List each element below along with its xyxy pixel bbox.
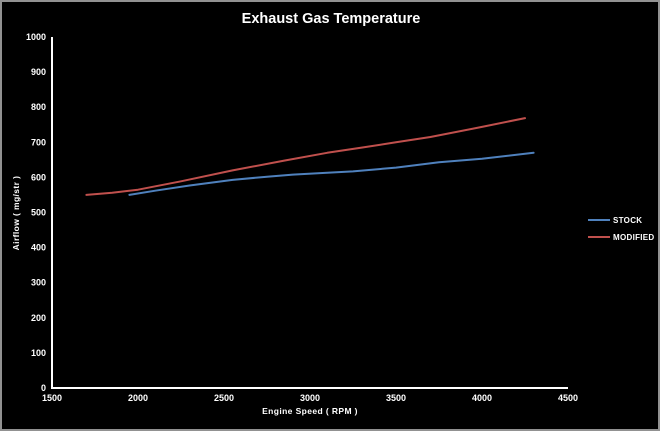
y-tick-label: 800	[31, 102, 46, 112]
series-line-modified	[85, 117, 526, 196]
legend: STOCK MODIFIED	[588, 216, 655, 242]
x-tick-label: 2000	[128, 393, 148, 403]
chart-title: Exhaust Gas Temperature	[242, 11, 421, 27]
x-tick-label: 2500	[214, 393, 234, 403]
legend-label-stock: STOCK	[613, 216, 642, 225]
x-tick-label: 4500	[558, 393, 578, 403]
series-line-stock	[128, 151, 535, 196]
y-tick-label: 900	[31, 67, 46, 77]
x-tick-label: 3500	[386, 393, 406, 403]
y-tick-label: 200	[31, 313, 46, 323]
legend-entry-modified: MODIFIED	[588, 233, 655, 242]
y-tick-label: 100	[31, 348, 46, 358]
x-axis-title: Engine Speed ( RPM )	[262, 406, 358, 416]
y-tick-label: 600	[31, 172, 46, 182]
y-axis-tick-labels: 0 100 200 300 400 500 600 700 800 900 1000	[26, 32, 46, 393]
y-tick-label: 1000	[26, 32, 46, 42]
legend-entry-stock: STOCK	[588, 216, 642, 225]
y-axis-title: Airflow ( mg/str )	[11, 176, 21, 251]
y-tick-label: 0	[41, 383, 46, 393]
y-tick-label: 300	[31, 278, 46, 288]
x-tick-label: 1500	[42, 393, 62, 403]
legend-label-modified: MODIFIED	[613, 233, 655, 242]
axes	[51, 37, 568, 389]
x-tick-label: 3000	[300, 393, 320, 403]
x-tick-label: 4000	[472, 393, 492, 403]
series-lines	[85, 117, 535, 196]
y-tick-label: 700	[31, 137, 46, 147]
x-axis-tick-labels: 1500 2000 2500 3000 3500 4000 4500	[42, 393, 578, 403]
y-tick-label: 400	[31, 243, 46, 253]
y-tick-label: 500	[31, 208, 46, 218]
